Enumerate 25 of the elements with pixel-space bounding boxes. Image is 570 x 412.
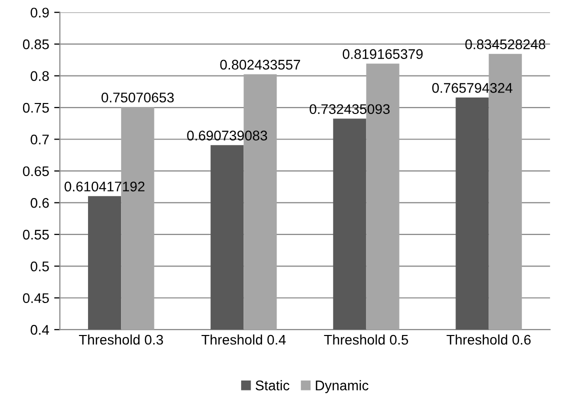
y-tick-label: 0.75 <box>22 102 49 113</box>
data-label: 0.732435093 <box>310 104 390 114</box>
data-label: 0.819165379 <box>342 49 423 59</box>
y-tick-label: 0.45 <box>22 293 49 304</box>
x-tick-label: Threshold 0.3 <box>78 334 163 345</box>
y-tick-label: 0.5 <box>30 261 49 272</box>
data-label: 0.765794324 <box>432 83 512 93</box>
y-tick-label: 0.9 <box>30 8 49 18</box>
x-tick-label: Threshold 0.6 <box>446 334 531 345</box>
y-tick-label: 0.4 <box>30 324 50 335</box>
data-label: 0.75070653 <box>102 92 174 102</box>
legend-label: Static <box>256 380 290 390</box>
data-label: 0.802433557 <box>220 60 300 70</box>
y-tick-label: 0.55 <box>22 230 49 240</box>
data-label: 0.610417192 <box>64 182 144 192</box>
x-tick-label: Threshold 0.4 <box>202 334 286 345</box>
y-tick-label: 0.7 <box>30 134 49 144</box>
y-tick-label: 0.65 <box>22 166 49 176</box>
x-tick-label: Threshold 0.5 <box>324 334 408 345</box>
y-tick-label: 0.85 <box>22 39 49 50</box>
y-tick-label: 0.6 <box>30 198 49 208</box>
y-tick-label: 0.8 <box>30 71 49 81</box>
data-label: 0.690739083 <box>187 130 268 140</box>
data-label: 0.834528248 <box>465 39 546 50</box>
legend-label: Dynamic <box>316 380 368 394</box>
